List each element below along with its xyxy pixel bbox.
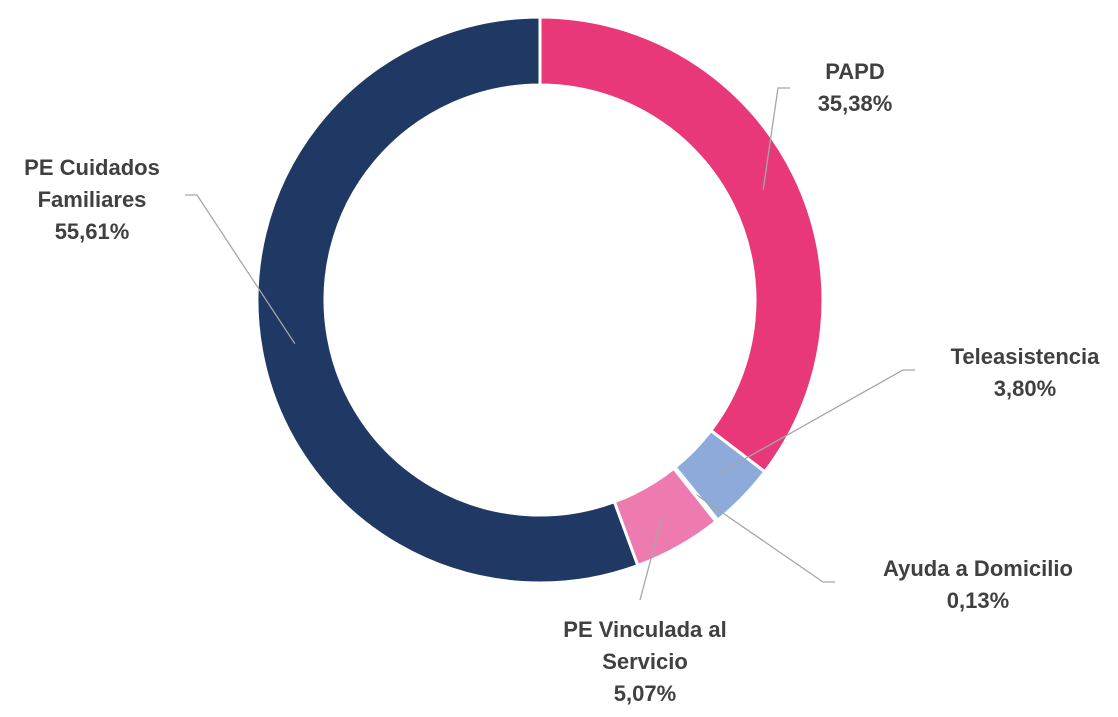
- value-label: 3,80%: [993, 376, 1057, 401]
- data-label: PAPD 35,38%: [755, 56, 955, 120]
- data-label: PE Vinculada al Servicio 5,07%: [535, 614, 755, 710]
- category-name: Teleasistencia: [950, 344, 1100, 369]
- donut-slice: [255, 15, 640, 585]
- value-label: 0,13%: [946, 588, 1010, 613]
- value-label: 35,38%: [817, 91, 893, 116]
- leader-line: [695, 493, 835, 583]
- leader-line: [185, 194, 296, 345]
- category-name: PE Cuidados Familiares: [24, 155, 160, 212]
- leader-line: [762, 87, 790, 190]
- donut-slice: [538, 15, 825, 474]
- data-label: Teleasistencia 3,80%: [925, 341, 1118, 405]
- leader-line: [718, 369, 915, 475]
- data-label: Ayuda a Domicilio 0,13%: [848, 553, 1108, 617]
- category-name: PAPD: [825, 59, 885, 84]
- leader-line: [639, 516, 663, 601]
- category-name: PE Vinculada al Servicio: [563, 617, 727, 674]
- data-label: PE Cuidados Familiares 55,61%: [7, 152, 177, 248]
- category-name: Ayuda a Domicilio: [883, 556, 1073, 581]
- value-label: 5,07%: [613, 681, 677, 706]
- value-label: 55,61%: [54, 219, 130, 244]
